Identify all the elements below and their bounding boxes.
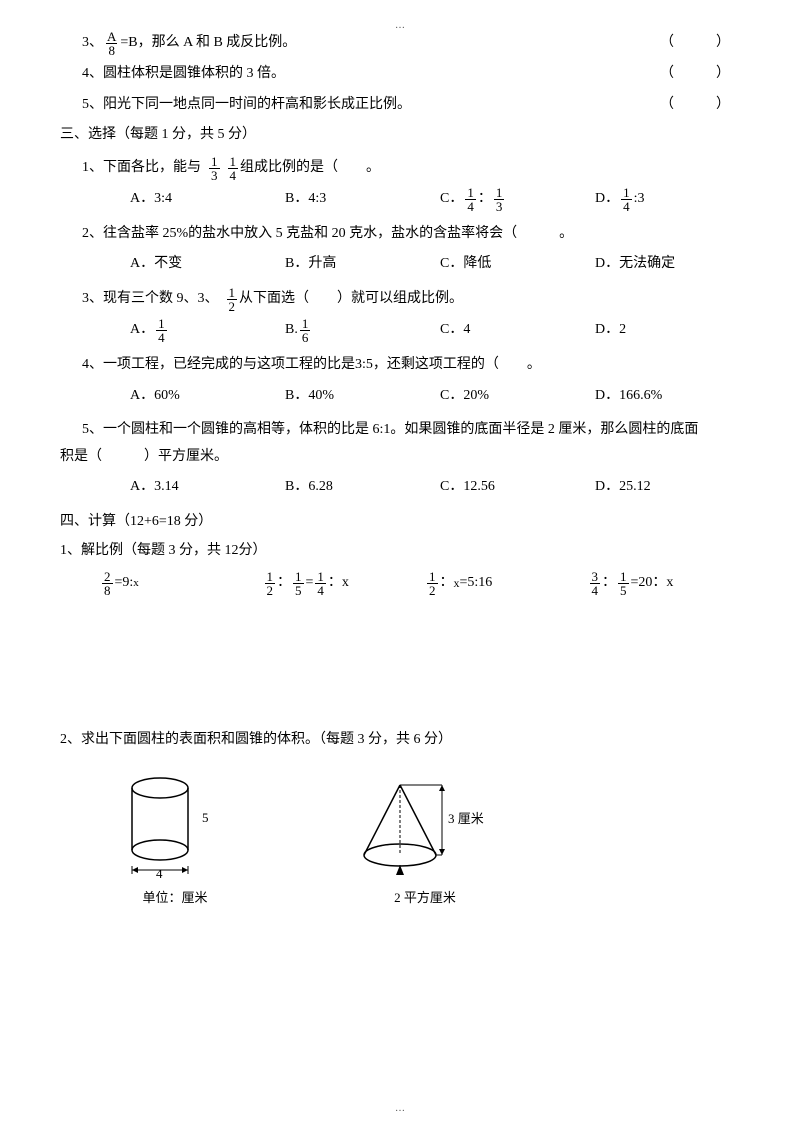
cylinder-svg: 5 4 bbox=[120, 770, 230, 880]
cyl-unit: 单位：厘米 bbox=[120, 886, 230, 911]
q5-paren: （ ） bbox=[660, 92, 750, 119]
opt-c: C．12.56 bbox=[440, 474, 595, 501]
s3-q5-l1: 5、一个圆柱和一个圆锥的高相等，体积的比是 6:1。如果圆锥的底面半径是 2 厘… bbox=[60, 417, 750, 444]
opt-d: D． 14 :3 bbox=[595, 186, 750, 213]
opt-a: A．60% bbox=[130, 383, 285, 410]
opt-d: D．166.6% bbox=[595, 383, 750, 410]
header-dots: … bbox=[395, 16, 405, 35]
cyl-w: 4 bbox=[156, 866, 163, 880]
section-4-title: 四、计算（12+6=18 分） bbox=[60, 509, 750, 536]
equations: 28 =9: x 12 ： 15 = 14 ：x 12 ： x =5:16 34… bbox=[60, 570, 750, 597]
opt-d: D．25.12 bbox=[595, 474, 750, 501]
opt-b: B．6.28 bbox=[285, 474, 440, 501]
judge-q5: 5、阳光下同一地点同一时间的杆高和影长成正比例。 （ ） bbox=[60, 92, 750, 119]
judge-q4: 4、圆柱体积是圆锥体积的 3 倍。 （ ） bbox=[60, 61, 750, 88]
s4-sub1: 1、解比例（每题 3 分，共 12分） bbox=[60, 538, 750, 565]
cyl-h: 5 bbox=[202, 810, 209, 825]
s3-q4-options: A．60% B．40% C．20% D．166.6% bbox=[60, 383, 750, 410]
q3-paren: （ ） bbox=[660, 30, 750, 57]
opt-b: B．4:3 bbox=[285, 186, 440, 213]
opt-a: A．不变 bbox=[130, 251, 285, 278]
s3-q2: 2、往含盐率 25%的盐水中放入 5 克盐和 20 克水，盐水的含盐率将会（ 。 bbox=[60, 221, 750, 248]
opt-a: A． 14 bbox=[130, 317, 285, 344]
s3-q5-options: A．3.14 B．6.28 C．12.56 D．25.12 bbox=[60, 474, 750, 501]
q3-num: 3、 bbox=[82, 30, 103, 57]
eq4: 34 ： 15 =20：x bbox=[588, 570, 751, 597]
s4-sub2: 2、求出下面圆柱的表面积和圆锥的体积。（每题 3 分，共 6 分） bbox=[60, 727, 750, 754]
q3-text: =B，那么 A 和 B 成反比例。 bbox=[120, 30, 296, 57]
opt-b: B．40% bbox=[285, 383, 440, 410]
opt-c: C．20% bbox=[440, 383, 595, 410]
opt-b: B．升高 bbox=[285, 251, 440, 278]
shapes-row: 5 4 单位：厘米 3 厘米 2 平方厘米 bbox=[60, 770, 750, 911]
opt-d: D．2 bbox=[595, 317, 750, 344]
cone-svg: 3 厘米 bbox=[350, 775, 500, 880]
s3-q5-l2: 积是（ ）平方厘米。 bbox=[60, 444, 750, 471]
footer-dots: … bbox=[395, 1099, 405, 1118]
q4-paren: （ ） bbox=[660, 61, 750, 88]
s3-q4: 4、一项工程，已经完成的与这项工程的比是3:5，还剩这项工程的（ 。 bbox=[60, 352, 750, 379]
opt-a: A．3:4 bbox=[130, 186, 285, 213]
eq2: 12 ： 15 = 14 ：x bbox=[263, 570, 426, 597]
opt-a: A．3.14 bbox=[130, 474, 285, 501]
opt-c: C．4 bbox=[440, 317, 595, 344]
judge-q3: 3、 A 8 =B，那么 A 和 B 成反比例。 （ ） bbox=[60, 30, 750, 57]
opt-c: C． 14 ： 13 bbox=[440, 186, 595, 213]
q4-text: 4、圆柱体积是圆锥体积的 3 倍。 bbox=[82, 61, 285, 88]
cone-figure: 3 厘米 2 平方厘米 bbox=[350, 775, 500, 911]
cone-h: 3 厘米 bbox=[448, 811, 484, 826]
opt-c: C．降低 bbox=[440, 251, 595, 278]
section-3-title: 三、选择（每题 1 分，共 5 分） bbox=[60, 122, 750, 149]
q3-frac: A 8 bbox=[105, 30, 118, 57]
s3-q1: 1、下面各比，能与 13 14 组成比例的是（ 。 bbox=[60, 155, 750, 182]
eq3: 12 ： x =5:16 bbox=[425, 570, 588, 597]
s3-q1-options: A．3:4 B．4:3 C． 14 ： 13 D． 14 :3 bbox=[60, 186, 750, 213]
cone-base: 2 平方厘米 bbox=[350, 886, 500, 911]
opt-d: D．无法确定 bbox=[595, 251, 750, 278]
s3-q2-options: A．不变 B．升高 C．降低 D．无法确定 bbox=[60, 251, 750, 278]
opt-b: B. 16 bbox=[285, 317, 440, 344]
s3-q3: 3、现有三个数 9、3、 12 从下面选（ ）就可以组成比例。 bbox=[60, 286, 750, 313]
cylinder-figure: 5 4 单位：厘米 bbox=[120, 770, 230, 911]
eq1: 28 =9: x bbox=[100, 570, 263, 597]
s3-q3-options: A． 14 B. 16 C．4 D．2 bbox=[60, 317, 750, 344]
q5-text: 5、阳光下同一地点同一时间的杆高和影长成正比例。 bbox=[82, 92, 411, 119]
